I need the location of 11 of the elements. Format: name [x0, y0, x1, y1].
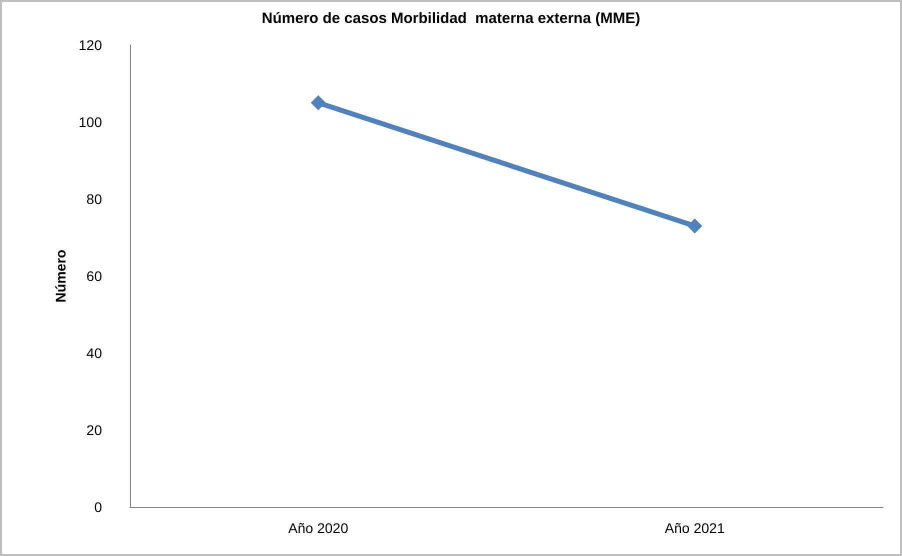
y-tick-label: 20	[86, 422, 102, 438]
y-tick-label: 80	[86, 191, 102, 207]
y-axis-title: Número	[52, 250, 69, 302]
y-tick-label: 120	[78, 37, 102, 53]
y-tick-label: 100	[78, 114, 102, 130]
chart-title: Número de casos Morbilidad materna externa (MME)	[262, 10, 640, 27]
x-tick-label: Año 2021	[664, 520, 725, 536]
y-tick-label: 60	[86, 268, 102, 284]
y-tick-label: 0	[94, 499, 102, 515]
x-tick-label: Año 2020	[288, 520, 348, 536]
y-tick-label: 40	[86, 345, 102, 361]
